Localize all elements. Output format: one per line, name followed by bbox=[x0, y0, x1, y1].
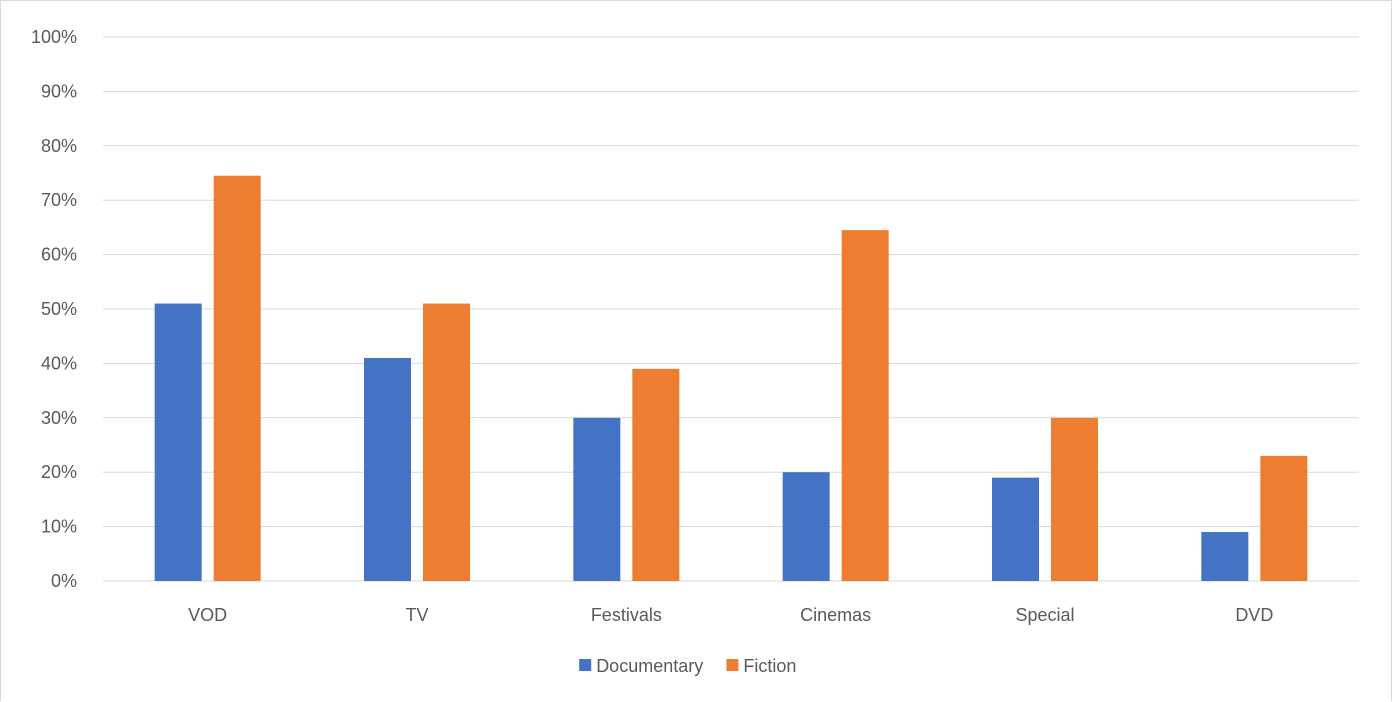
legend: Documentary Fiction bbox=[579, 656, 796, 676]
legend-item-documentary: Documentary bbox=[579, 656, 703, 676]
bars bbox=[154, 175, 1308, 581]
legend-swatch bbox=[579, 659, 592, 671]
y-tick-label: 80% bbox=[41, 136, 77, 156]
legend-swatch bbox=[726, 659, 739, 671]
x-tick-label: Festivals bbox=[591, 605, 662, 625]
bar-documentary-tv bbox=[364, 357, 411, 581]
y-tick-label: 40% bbox=[41, 353, 77, 373]
y-tick-label: 0% bbox=[51, 571, 77, 591]
legend-item-fiction: Fiction bbox=[726, 656, 796, 676]
bar-documentary-special bbox=[992, 477, 1039, 581]
x-tick-label: Special bbox=[1015, 605, 1074, 625]
y-tick-label: 10% bbox=[41, 517, 77, 537]
y-tick-label: 100% bbox=[31, 27, 77, 47]
x-tick-label: DVD bbox=[1235, 605, 1273, 625]
legend-label: Documentary bbox=[596, 656, 703, 676]
bar-documentary-cinemas bbox=[782, 472, 830, 581]
bar-documentary-vod bbox=[154, 303, 202, 581]
bar-documentary-dvd bbox=[1201, 532, 1249, 581]
bar-fiction-festivals bbox=[632, 368, 680, 581]
x-axis-ticks: VOD TV Festivals Cinemas Special DVD bbox=[188, 605, 1273, 625]
y-tick-label: 90% bbox=[41, 81, 77, 101]
bar-fiction-tv bbox=[423, 303, 470, 581]
x-tick-label: VOD bbox=[188, 605, 227, 625]
x-tick-label: Cinemas bbox=[800, 605, 871, 625]
y-tick-label: 20% bbox=[41, 462, 77, 482]
bar-fiction-dvd bbox=[1260, 455, 1308, 581]
y-tick-label: 30% bbox=[41, 408, 77, 428]
x-tick-label: TV bbox=[405, 605, 428, 625]
bar-documentary-festivals bbox=[573, 417, 621, 581]
y-tick-label: 60% bbox=[41, 245, 77, 265]
y-tick-label: 50% bbox=[41, 299, 77, 319]
bar-fiction-cinemas bbox=[841, 230, 889, 581]
bar-fiction-special bbox=[1051, 417, 1098, 581]
y-tick-label: 70% bbox=[41, 190, 77, 210]
y-axis-ticks: 0% 10% 20% 30% 40% 50% 60% 70% 80% 90% 100% bbox=[31, 27, 77, 591]
gridlines bbox=[103, 36, 1359, 582]
bar-fiction-vod bbox=[213, 175, 261, 581]
legend-label: Fiction bbox=[743, 656, 796, 676]
